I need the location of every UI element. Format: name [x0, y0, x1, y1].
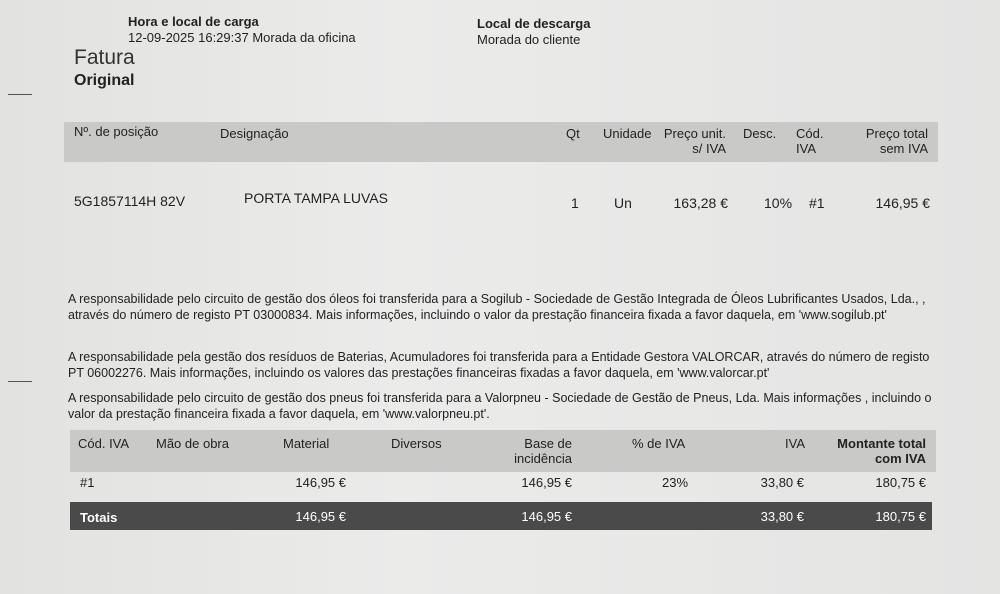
vat-col-vat: IVA [785, 436, 805, 451]
vat-col-total-line1: Montante total [837, 436, 926, 451]
col-vat-code-line1: Cód. [796, 126, 824, 141]
vat-row-rate: 23% [662, 475, 689, 490]
load-label: Hora e local de carga [128, 14, 259, 29]
vat-col-rate: % de IVA [632, 436, 686, 451]
unload-value: Morada do cliente [477, 32, 581, 47]
col-unit-price-line2: s/ IVA [692, 141, 726, 156]
col-vat-code: Cód. IVA [796, 126, 823, 156]
vat-header [70, 430, 936, 472]
col-position: Nº. de posição [74, 124, 159, 139]
totals-material: 146,95 € [295, 509, 346, 524]
col-designation: Designação [220, 126, 289, 141]
col-unit: Unidade [603, 126, 652, 141]
vat-col-total-line2: com IVA [874, 451, 926, 466]
item-total: 146,95 € [875, 195, 931, 211]
col-total-line2: sem IVA [879, 141, 928, 156]
fold-mark [8, 381, 32, 382]
vat-row-vat: 33,80 € [760, 475, 804, 490]
item-unit-price: 163,28 € [673, 195, 729, 211]
totals-total: 180,75 € [875, 509, 926, 524]
vat-row-base: 146,95 € [521, 475, 572, 490]
col-unit-price: Preço unit. s/ IVA [650, 126, 726, 156]
load-value: 12-09-2025 16:29:37 Morada da oficina [128, 30, 356, 45]
vat-col-material: Material [283, 436, 330, 451]
unload-label: Local de descarga [477, 16, 591, 31]
note-oils: A responsabilidade pelo circuito de gest… [68, 292, 926, 322]
col-vat-code-line2: IVA [796, 141, 816, 156]
item-discount: 10% [764, 195, 793, 211]
item-position: 5G1857114H 82V [74, 193, 186, 209]
fold-mark [8, 94, 32, 95]
vat-col-code: Cód. IVA [78, 436, 130, 451]
item-vat-code: #1 [809, 195, 825, 211]
doc-type: Fatura [74, 46, 135, 69]
totals-label: Totais [80, 510, 118, 525]
col-total: Preço total sem IVA [840, 126, 928, 156]
item-unit: Un [614, 195, 632, 211]
vat-col-total: Montante total com IVA [810, 436, 926, 466]
col-qty: Qt [566, 126, 580, 141]
col-discount: Desc. [743, 126, 777, 141]
vat-col-base-line1: Base de [524, 436, 572, 451]
vat-col-labor: Mão de obra [156, 436, 229, 451]
vat-row-code: #1 [80, 475, 95, 490]
doc-copy: Original [74, 72, 135, 89]
col-total-line1: Preço total [865, 126, 928, 141]
totals-base: 146,95 € [521, 509, 572, 524]
totals-vat: 33,80 € [760, 509, 804, 524]
totals-row [70, 502, 932, 530]
vat-col-misc: Diversos [391, 436, 442, 451]
vat-col-base: Base de incidência [480, 436, 572, 466]
note-tyres: A responsabilidade pelo circuito de gest… [68, 391, 932, 421]
col-unit-price-line1: Preço unit. [663, 126, 726, 141]
item-qty: 1 [571, 195, 579, 211]
note-batteries: A responsabilidade pela gestão dos resíd… [68, 350, 930, 380]
item-designation: PORTA TAMPA LUVAS [244, 190, 388, 206]
items-header [64, 122, 938, 162]
vat-row-material: 146,95 € [295, 475, 346, 490]
vat-row-total: 180,75 € [875, 475, 926, 490]
vat-col-base-line2: incidência [514, 451, 572, 466]
